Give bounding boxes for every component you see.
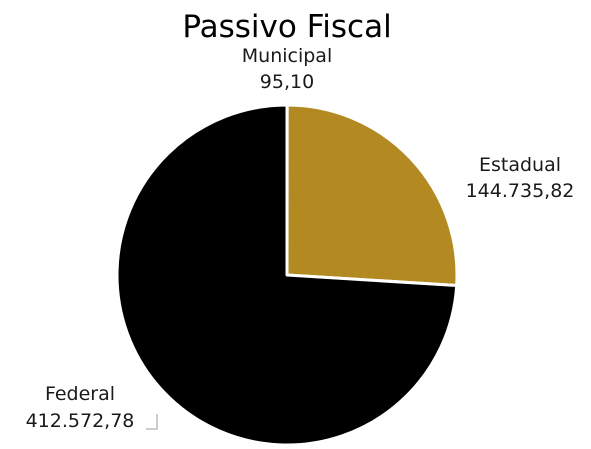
pie-labels: Municipal 95,10 Estadual 144.735,82 Federal 4…: [26, 45, 575, 432]
chart-title: Passivo Fiscal: [182, 9, 391, 45]
slice-label-estadual: Estadual: [479, 154, 561, 176]
slice-value-municipal: 95,10: [260, 71, 314, 93]
pie-slice-estadual: [285, 103, 459, 287]
slice-label-municipal: Municipal: [242, 45, 332, 67]
slice-value-federal: 412.572,78: [26, 410, 135, 432]
slice-value-estadual: 144.735,82: [466, 180, 575, 202]
leader-line-federal: [146, 414, 158, 430]
slice-label-federal: Federal: [45, 383, 115, 405]
pie-slices: [115, 103, 459, 447]
pie-slice-federal: [115, 103, 459, 447]
